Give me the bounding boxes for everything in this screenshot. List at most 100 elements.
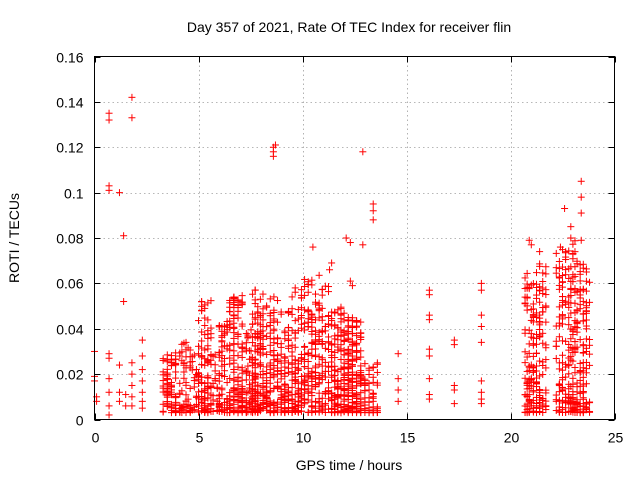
data-point [529, 318, 537, 326]
data-point [270, 385, 278, 393]
data-point [525, 236, 533, 244]
data-point [450, 386, 458, 394]
data-point [230, 295, 238, 303]
data-point [361, 387, 369, 395]
data-point [565, 314, 573, 322]
data-point [249, 353, 257, 361]
data-point [569, 240, 577, 248]
data-point [259, 305, 267, 313]
data-point [318, 291, 326, 299]
data-point [353, 404, 361, 412]
data-point [172, 359, 180, 367]
data-point [573, 343, 581, 351]
data-point [555, 274, 563, 282]
data-point [567, 356, 575, 364]
data-point [201, 322, 209, 330]
data-point [138, 366, 146, 374]
data-point [230, 376, 238, 384]
data-point [182, 391, 190, 399]
data-point [394, 375, 402, 383]
data-point [369, 200, 377, 208]
data-point [582, 358, 590, 366]
data-point [259, 390, 267, 398]
data-point [304, 323, 312, 331]
data-point [304, 349, 312, 357]
data-point [562, 256, 570, 264]
data-point [207, 324, 215, 332]
data-point [230, 300, 238, 308]
data-point [348, 324, 356, 332]
data-point [477, 377, 485, 385]
data-point [138, 336, 146, 344]
data-point [294, 315, 302, 323]
x-tick-label: 10 [296, 430, 312, 446]
data-point [521, 293, 529, 301]
data-point [105, 388, 113, 396]
data-point [270, 409, 278, 417]
data-point [281, 380, 289, 388]
data-point [274, 378, 282, 386]
data-point [256, 361, 264, 369]
data-point [195, 317, 202, 325]
data-point [163, 372, 171, 380]
data-point [309, 243, 317, 251]
data-point [533, 402, 540, 410]
data-point [138, 388, 146, 396]
data-point [477, 322, 485, 330]
data-point [259, 400, 267, 408]
data-point [582, 268, 590, 276]
data-point [138, 352, 146, 360]
data-point [579, 297, 587, 305]
data-point [328, 341, 336, 349]
data-point [318, 327, 326, 335]
data-point [221, 372, 228, 380]
data-point [195, 393, 202, 401]
data-point [186, 384, 194, 392]
data-point [242, 339, 250, 347]
data-point [308, 392, 316, 400]
data-point [582, 399, 590, 407]
data-point [218, 332, 226, 340]
data-point [256, 311, 264, 319]
data-point [567, 309, 575, 317]
data-point [301, 326, 309, 334]
data-point [361, 360, 369, 368]
data-point [529, 366, 537, 374]
data-point [542, 364, 550, 372]
data-point [542, 286, 550, 294]
data-point [301, 291, 309, 299]
data-point [128, 381, 136, 389]
data-point [215, 401, 223, 409]
data-point [218, 352, 226, 360]
data-point [357, 347, 365, 355]
data-point [291, 356, 299, 364]
data-point [579, 317, 587, 325]
data-point [555, 257, 563, 265]
data-point [230, 365, 238, 373]
data-point [344, 328, 352, 336]
data-point [138, 404, 146, 412]
data-point [294, 378, 302, 386]
data-point [542, 303, 550, 311]
data-point [159, 368, 167, 376]
y-tick-label: 0.06 [56, 276, 83, 292]
data-point [226, 389, 234, 397]
data-point [571, 338, 579, 346]
data-point [571, 299, 579, 307]
data-point [277, 400, 285, 408]
x-tick-label: 20 [504, 430, 520, 446]
data-point [328, 363, 336, 371]
data-point [521, 391, 529, 399]
data-point [555, 365, 563, 373]
data-point [245, 381, 253, 389]
data-point [308, 318, 316, 326]
data-point [312, 382, 319, 390]
data-point [542, 406, 550, 414]
data-point [348, 282, 356, 290]
data-point [204, 316, 212, 324]
data-point [301, 386, 309, 394]
data-point [284, 344, 292, 352]
data-point [357, 333, 365, 341]
data-point [266, 361, 274, 369]
